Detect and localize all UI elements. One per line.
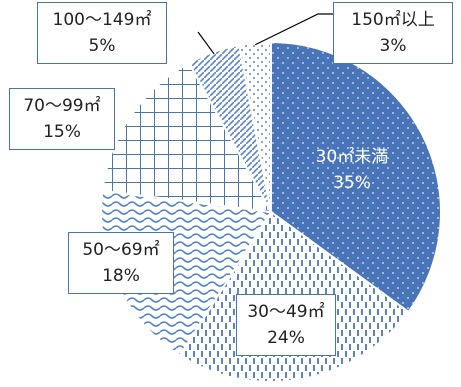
slice-70-99: [101, 61, 273, 214]
value-label: 18%: [102, 266, 140, 286]
slice-label-30-under: 30㎡未満 35%: [293, 140, 411, 202]
leader-line-150-over: [254, 13, 333, 46]
slice-label-150-over: 150㎡以上 3%: [333, 2, 453, 64]
slice-150-over: [237, 40, 272, 213]
slice-label-50-69: 50～69㎡ 18%: [68, 232, 174, 294]
slice-label-30-49: 30～49㎡ 24%: [236, 294, 336, 356]
leader-lines: [197, 13, 333, 55]
value-label: 15%: [43, 122, 81, 142]
category-label: 70～99㎡: [23, 96, 101, 116]
value-label: 3%: [379, 36, 407, 56]
slice-label-70-99: 70～99㎡ 15%: [9, 88, 115, 150]
leader-line-100-149: [197, 31, 215, 55]
value-label: 5%: [88, 36, 116, 56]
slice-label-100-149: 100～149㎡ 5%: [37, 2, 167, 64]
value-label: 35%: [333, 173, 371, 193]
category-label: 100～149㎡: [52, 10, 152, 30]
category-label: 50～69㎡: [82, 240, 160, 260]
slice-30-under: [270, 40, 442, 314]
category-label: 150㎡以上: [351, 10, 435, 30]
category-label: 30㎡未満: [315, 147, 389, 167]
value-label: 24%: [267, 328, 305, 348]
category-label: 30～49㎡: [247, 302, 325, 322]
